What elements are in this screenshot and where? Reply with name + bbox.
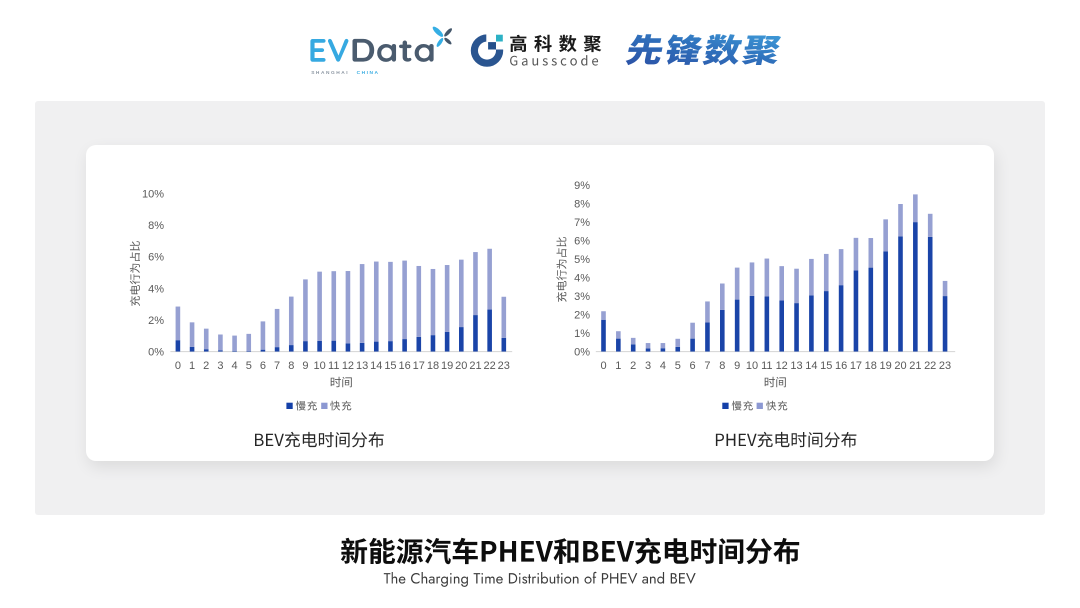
svg-text:12: 12 xyxy=(342,360,354,372)
svg-text:10: 10 xyxy=(313,360,325,372)
svg-text:11: 11 xyxy=(328,360,339,372)
svg-text:7%: 7% xyxy=(574,217,590,229)
svg-text:0%: 0% xyxy=(148,346,164,358)
svg-text:1: 1 xyxy=(189,360,195,372)
svg-text:1: 1 xyxy=(615,360,621,372)
svg-text:5: 5 xyxy=(675,360,681,372)
svg-text:8: 8 xyxy=(719,360,725,372)
svg-text:9: 9 xyxy=(302,360,308,372)
svg-text:18: 18 xyxy=(427,360,439,372)
svg-text:10: 10 xyxy=(746,360,758,372)
svg-text:9%: 9% xyxy=(574,180,590,192)
svg-text:22: 22 xyxy=(484,360,496,372)
svg-text:8: 8 xyxy=(288,360,294,372)
svg-text:7: 7 xyxy=(704,360,710,372)
svg-text:3: 3 xyxy=(645,360,651,372)
svg-text:11: 11 xyxy=(761,360,772,372)
svg-text:8%: 8% xyxy=(148,220,164,232)
svg-text:19: 19 xyxy=(441,360,453,372)
svg-text:6: 6 xyxy=(260,360,266,372)
svg-text:13: 13 xyxy=(790,360,802,372)
svg-text:3: 3 xyxy=(217,360,223,372)
svg-text:20: 20 xyxy=(455,360,467,372)
svg-text:9: 9 xyxy=(734,360,740,372)
svg-text:6%: 6% xyxy=(574,236,590,248)
svg-text:23: 23 xyxy=(498,360,510,372)
svg-text:2%: 2% xyxy=(148,315,164,327)
svg-text:0: 0 xyxy=(600,360,606,372)
svg-text:18: 18 xyxy=(865,360,877,372)
svg-text:CHINA: CHINA xyxy=(357,70,380,76)
svg-text:13: 13 xyxy=(356,360,368,372)
svg-text:19: 19 xyxy=(880,360,892,372)
svg-text:8%: 8% xyxy=(574,199,590,211)
svg-text:14: 14 xyxy=(370,360,382,372)
svg-text:16: 16 xyxy=(835,360,847,372)
svg-text:5%: 5% xyxy=(574,254,590,266)
svg-text:SHANGHAI: SHANGHAI xyxy=(311,70,349,76)
svg-text:23: 23 xyxy=(939,360,951,372)
svg-text:4: 4 xyxy=(660,360,666,372)
svg-text:21: 21 xyxy=(469,360,481,372)
svg-text:2: 2 xyxy=(630,360,636,372)
svg-text:17: 17 xyxy=(413,360,425,372)
svg-text:16: 16 xyxy=(398,360,410,372)
svg-text:3%: 3% xyxy=(574,291,590,303)
svg-text:1%: 1% xyxy=(574,328,590,340)
svg-text:5: 5 xyxy=(246,360,252,372)
svg-text:0%: 0% xyxy=(574,346,590,358)
svg-text:7: 7 xyxy=(274,360,280,372)
svg-text:10%: 10% xyxy=(142,189,164,201)
svg-text:6%: 6% xyxy=(148,252,164,264)
svg-text:2: 2 xyxy=(203,360,209,372)
svg-text:6: 6 xyxy=(690,360,696,372)
svg-text:20: 20 xyxy=(894,360,906,372)
svg-text:15: 15 xyxy=(820,360,832,372)
svg-text:12: 12 xyxy=(776,360,788,372)
svg-text:4: 4 xyxy=(232,360,238,372)
svg-text:17: 17 xyxy=(850,360,862,372)
svg-text:0: 0 xyxy=(175,360,181,372)
svg-text:15: 15 xyxy=(384,360,396,372)
svg-text:2%: 2% xyxy=(574,309,590,321)
svg-text:21: 21 xyxy=(909,360,921,372)
svg-text:4%: 4% xyxy=(574,272,590,284)
svg-text:22: 22 xyxy=(924,360,936,372)
svg-text:4%: 4% xyxy=(148,283,164,295)
svg-text:14: 14 xyxy=(805,360,817,372)
